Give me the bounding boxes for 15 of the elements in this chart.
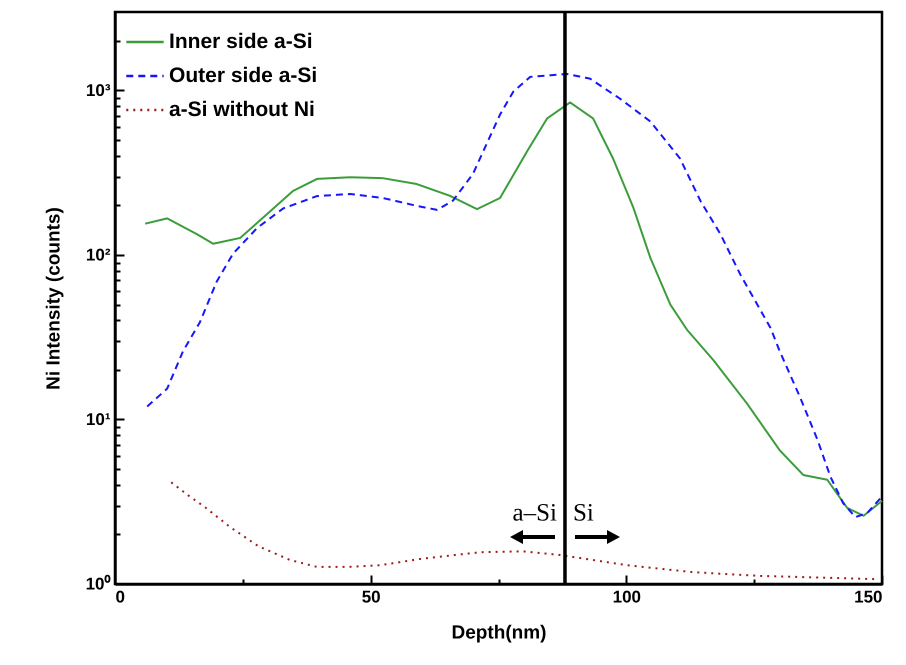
x-tick-label: 50 — [362, 588, 381, 606]
y-tick-label: 10² — [86, 245, 111, 264]
annotation: a–Si — [512, 500, 558, 526]
y-tick-label: 10⁰ — [86, 574, 110, 594]
x-axis-title: Depth(nm) — [452, 622, 546, 644]
y-tick-label: 10³ — [86, 80, 111, 100]
annotation: Si — [572, 500, 594, 526]
x-tick-label: 150 — [854, 588, 882, 606]
legend-label: Inner side a-Si — [169, 30, 313, 53]
y-axis-title: Ni Intensity (counts) — [44, 207, 65, 390]
y-tick-label: 10¹ — [86, 410, 111, 429]
x-tick-label: 100 — [612, 588, 642, 606]
legend-label: Outer side a-Si — [169, 64, 318, 87]
x-tick-label: 0 — [116, 588, 125, 606]
legend-label: a-Si without Ni — [169, 98, 315, 121]
